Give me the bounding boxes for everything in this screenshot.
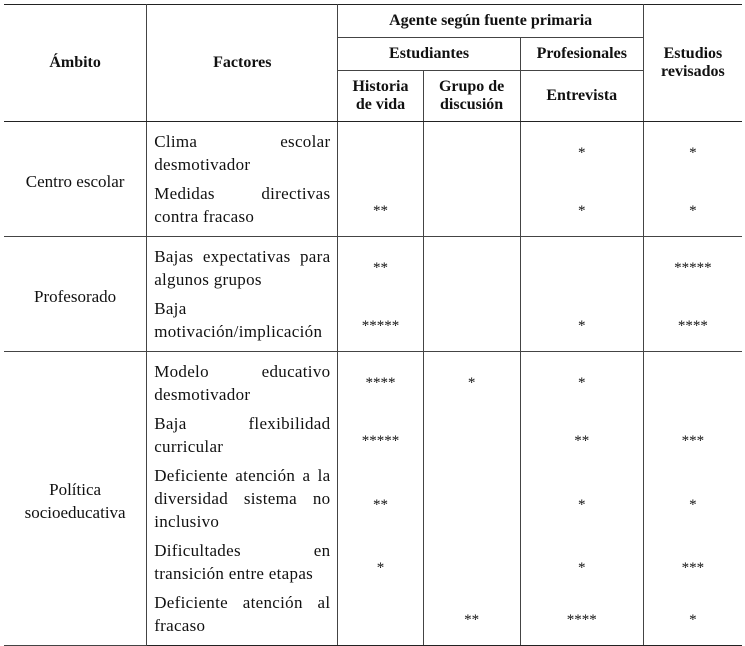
factor-cell: Deficiente atención al fracaso bbox=[146, 588, 339, 646]
rating-cell: **** bbox=[519, 588, 644, 646]
rating-cell bbox=[422, 179, 521, 237]
table-row: Política socioeducativa Modelo educativo … bbox=[4, 351, 742, 646]
rating-cell bbox=[519, 236, 644, 294]
header-cell: Factores bbox=[146, 4, 339, 122]
rating-cell bbox=[422, 536, 521, 588]
rating-cell: ***** bbox=[337, 409, 424, 461]
scope-cell: Centro escolar bbox=[4, 121, 148, 237]
data-table: Ámbito Factores Agente según fuente prim… bbox=[4, 4, 742, 646]
factor-cell: Dificultades en transición entre etapas bbox=[146, 536, 339, 588]
header-cell: Grupo de discusión bbox=[422, 70, 521, 122]
rating-cell: * bbox=[519, 121, 644, 179]
header-cell: Agente según fuente primaria bbox=[337, 4, 644, 38]
rating-cell: **** bbox=[642, 294, 742, 352]
scope-cell: Política socioeducativa bbox=[4, 351, 148, 646]
factor-cell: Clima escolar desmotivador bbox=[146, 121, 339, 179]
rating-cell: **** bbox=[337, 351, 424, 409]
rating-cell bbox=[422, 236, 521, 294]
rating-cell: * bbox=[642, 588, 742, 646]
header-cell: Entrevista bbox=[519, 70, 644, 122]
table-row: Profesorado Bajas expectativas para algun… bbox=[4, 236, 742, 352]
factor-cell: Medidas directivas contra fracaso bbox=[146, 179, 339, 237]
rating-cell bbox=[422, 461, 521, 536]
rating-cell: ** bbox=[337, 461, 424, 536]
table-body: Centro escolar Clima escolar desmotivador… bbox=[4, 121, 742, 646]
header-cell: Ámbito bbox=[4, 4, 148, 122]
rating-cell: ** bbox=[337, 236, 424, 294]
rating-cell bbox=[422, 294, 521, 352]
table-row: Centro escolar Clima escolar desmotivador… bbox=[4, 121, 742, 237]
factor-cell: Baja motivación/implicación bbox=[146, 294, 339, 352]
rating-cell: * bbox=[642, 461, 742, 536]
rating-cell: * bbox=[422, 351, 521, 409]
rating-cell: ***** bbox=[642, 236, 742, 294]
rating-cell: ** bbox=[337, 179, 424, 237]
rating-cell: ** bbox=[519, 409, 644, 461]
rating-cell: * bbox=[642, 179, 742, 237]
rating-cell bbox=[422, 409, 521, 461]
table-row: Medidas directivas contra fracaso ** * * bbox=[4, 179, 742, 237]
header-cell: Estudios revisados bbox=[642, 4, 742, 122]
scope-cell: Profesorado bbox=[4, 236, 148, 352]
header-cell: Historia de vida bbox=[337, 70, 424, 122]
factor-cell: Deficiente atención a la diversidad sist… bbox=[146, 461, 339, 536]
page: {"table": { "header": {"ambito": "Ámbito… bbox=[0, 4, 745, 646]
rating-cell: * bbox=[519, 294, 644, 352]
table-row: Dificultades en transición entre etapas *… bbox=[4, 536, 742, 588]
table-row: Deficiente atención a la diversidad sist… bbox=[4, 461, 742, 536]
header-cell: Estudiantes bbox=[337, 37, 521, 71]
factor-cell: Bajas expectativas para algunos grupos bbox=[146, 236, 339, 294]
rating-cell: * bbox=[337, 536, 424, 588]
rating-cell bbox=[422, 121, 521, 179]
rating-cell: ***** bbox=[337, 294, 424, 352]
rating-cell: *** bbox=[642, 409, 742, 461]
table-row: Baja flexibilidad curricular ***** ** *** bbox=[4, 409, 742, 461]
rating-cell bbox=[337, 121, 424, 179]
rating-cell: * bbox=[519, 461, 644, 536]
rating-cell: * bbox=[519, 536, 644, 588]
rating-cell bbox=[642, 351, 742, 409]
rating-cell: * bbox=[519, 179, 644, 237]
factor-cell: Modelo educativo desmotivador bbox=[146, 351, 339, 409]
rating-cell: * bbox=[642, 121, 742, 179]
rating-cell: ** bbox=[422, 588, 521, 646]
table-row: Baja motivación/implicación ***** * **** bbox=[4, 294, 742, 352]
header-cell: Profesionales bbox=[519, 37, 644, 71]
rating-cell bbox=[337, 588, 424, 646]
rating-cell: * bbox=[519, 351, 644, 409]
rating-cell: *** bbox=[642, 536, 742, 588]
factor-cell: Baja flexibilidad curricular bbox=[146, 409, 339, 461]
